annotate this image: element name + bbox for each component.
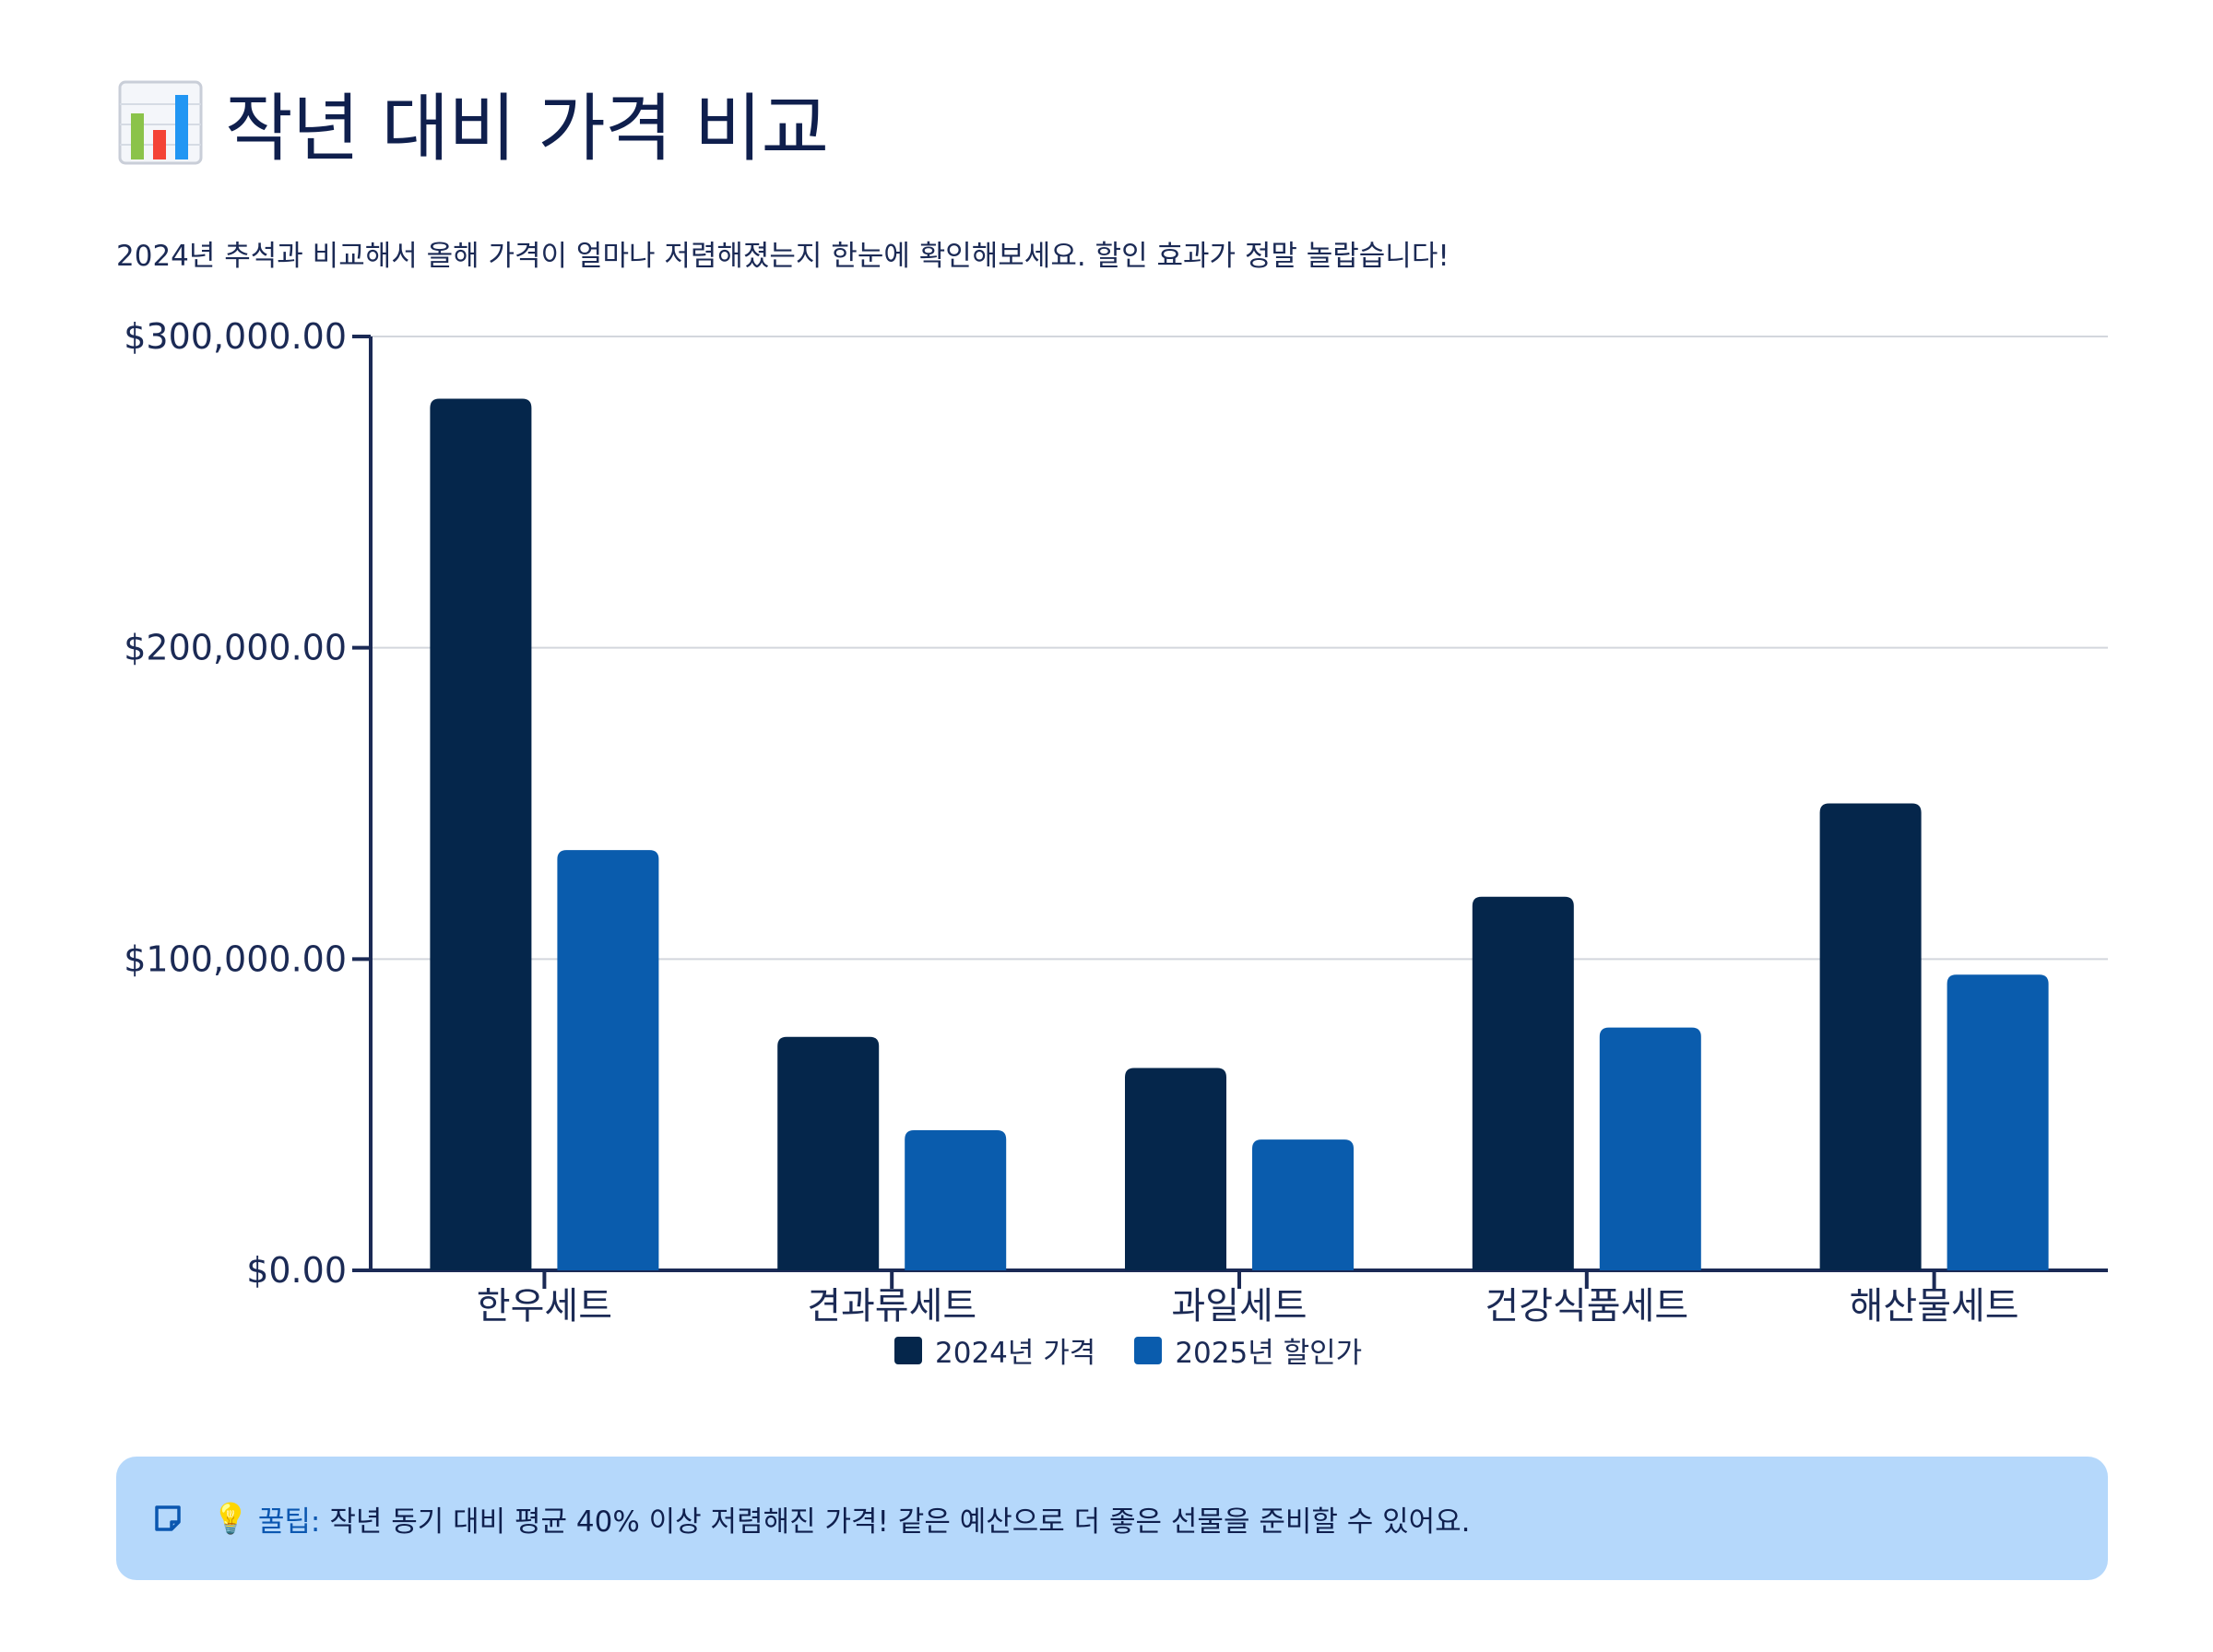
bar-2024 — [1819, 803, 1922, 1270]
page-subtitle: 2024년 추석과 비교해서 올해 가격이 얼마나 저렴해졌는지 한눈에 확인해… — [116, 240, 1450, 273]
bar-2025 — [557, 850, 659, 1270]
bar-2025 — [1947, 974, 2049, 1270]
tip-label: 꿀팁: — [257, 1504, 321, 1539]
lightbulb-icon: 💡 — [212, 1501, 249, 1536]
page-title: 작년 대비 가격 비교 — [116, 72, 829, 173]
tip-text: 작년 동기 대비 평균 40% 이상 저렴해진 가격! 같은 예산으로 더 좋은… — [329, 1504, 1471, 1539]
tip-box: 💡 꿀팁: 작년 동기 대비 평균 40% 이상 저렴해진 가격! 같은 예산으… — [116, 1457, 2108, 1580]
y-tick-label: $100,000.00 — [124, 938, 347, 979]
x-tick-label: 한우세트 — [477, 1285, 612, 1328]
legend-label-2025: 2025년 할인가 — [1175, 1337, 1363, 1370]
bar-2025 — [1252, 1139, 1354, 1270]
legend-label-2024: 2024년 가격 — [935, 1337, 1096, 1370]
x-tick-label: 해산물세트 — [1850, 1285, 2019, 1328]
bar-2024 — [1472, 896, 1574, 1270]
bar-2024 — [777, 1036, 880, 1270]
y-tick-label: $300,000.00 — [124, 316, 347, 357]
price-comparison-chart: $0.00 $100,000.00 $200,000.00 $300,000.00 한우… — [124, 316, 2108, 1328]
y-tick-label: $0.00 — [246, 1250, 347, 1291]
chart-legend: 2024년 가격 2025년 할인가 — [894, 1329, 1362, 1371]
x-tick-label: 건강식품세트 — [1485, 1285, 1688, 1328]
bar-2024 — [430, 398, 532, 1270]
bar-chart-icon — [118, 80, 203, 165]
note-icon — [155, 1505, 181, 1531]
legend-swatch-2025 — [1134, 1336, 1163, 1364]
legend-item-2024: 2024년 가격 — [894, 1329, 1095, 1371]
bar-2025 — [1599, 1027, 1701, 1270]
x-tick-label: 견과류세트 — [807, 1285, 976, 1328]
page-title-text: 작년 대비 가격 비교 — [225, 86, 829, 171]
legend-swatch-2024 — [894, 1336, 922, 1364]
bar-2025 — [905, 1130, 1007, 1270]
y-tick-label: $200,000.00 — [124, 628, 347, 668]
bar-2024 — [1125, 1068, 1226, 1270]
legend-item-2025: 2025년 할인가 — [1134, 1329, 1362, 1371]
x-tick-label: 과일세트 — [1171, 1285, 1307, 1328]
